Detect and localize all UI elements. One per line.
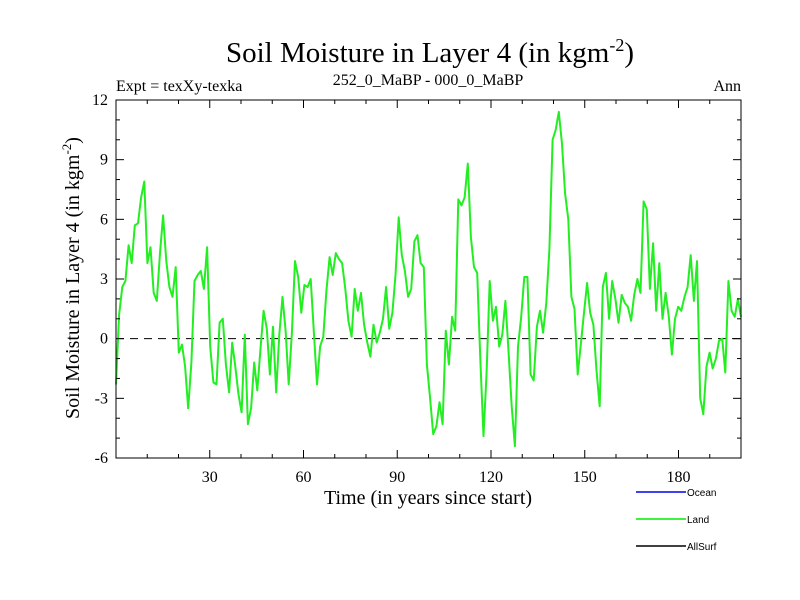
y-tick-label: -6 <box>95 450 108 467</box>
y-tick-label: -3 <box>95 390 108 407</box>
y-tick-label: 12 <box>92 92 108 109</box>
y-tick-label: 3 <box>100 271 108 288</box>
legend: Ocean Land AllSurf <box>636 488 717 553</box>
series-layer <box>115 110 742 448</box>
chart-title: Soil Moisture in Layer 4 (in kgm-2) <box>226 35 634 69</box>
legend-label-allsurf: AllSurf <box>687 542 717 553</box>
y-tick-label: 9 <box>100 152 108 169</box>
subtitle-period: 252_0_MaBP - 000_0_MaBP <box>333 72 524 89</box>
y-axis-label: Soil Moisture in Layer 4 (in kgm-2) <box>59 137 84 419</box>
x-tick-label: 60 <box>296 469 312 486</box>
x-axis-label: Time (in years since start) <box>324 487 532 509</box>
y-tick-label: 6 <box>100 211 108 228</box>
legend-label-land: Land <box>687 515 709 526</box>
axis-ticks: 30 60 90 120 150 180 -6 -3 0 3 6 9 12 <box>92 92 741 486</box>
subtitle-experiment: Expt = texXy-texka <box>116 78 242 95</box>
x-tick-label: 120 <box>479 469 503 486</box>
y-tick-label: 0 <box>100 331 108 348</box>
plot-frame <box>115 99 742 459</box>
legend-label-ocean: Ocean <box>687 488 716 499</box>
subtitle-season: Ann <box>713 78 741 95</box>
series-line-land <box>115 110 742 448</box>
x-tick-label: 30 <box>202 469 218 486</box>
x-tick-label: 90 <box>389 469 405 486</box>
x-tick-label: 150 <box>573 469 597 486</box>
x-tick-label: 180 <box>667 469 691 486</box>
